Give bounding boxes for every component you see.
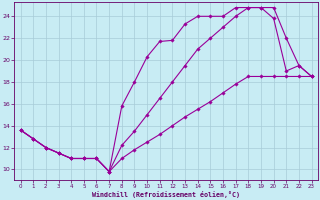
X-axis label: Windchill (Refroidissement éolien,°C): Windchill (Refroidissement éolien,°C) [92,191,240,198]
